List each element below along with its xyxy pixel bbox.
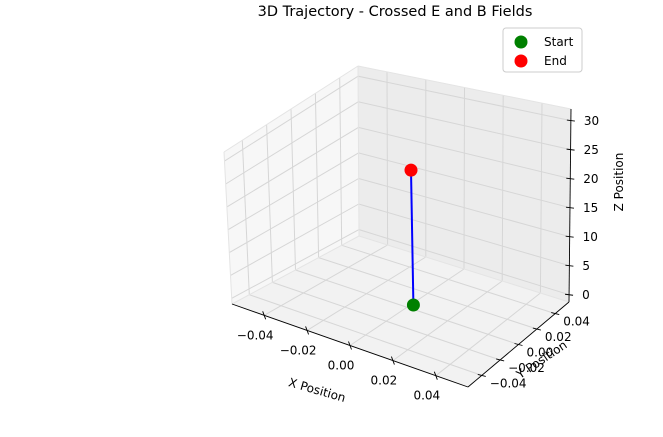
y-tick-label: −0.02 [508,361,545,375]
z-tick [565,264,574,267]
z-tick-label: 30 [584,114,599,128]
z-axis-line [568,108,572,303]
pane-edge [231,235,360,305]
z-tick [566,148,575,151]
x-tick-label: 0.04 [413,389,440,403]
z-tick-label: 10 [583,230,598,244]
legend-marker-end [514,54,528,68]
x-tick [305,326,310,335]
y-tick-label: 0.04 [563,315,590,329]
axis-ticks: −0.04−0.020.000.020.04−0.04−0.020.000.02… [237,114,599,403]
y-tick-label: 0.00 [527,346,554,360]
axis-edges [223,65,572,388]
chart-title: 3D Trajectory - Crossed E and B Fields [258,4,533,20]
x-tick-label: 0.00 [328,359,355,373]
pane-edge [223,65,359,153]
x-tick-label: 0.02 [371,374,398,388]
y-tick [514,343,523,346]
legend-marker-start [514,35,528,49]
trajectory-line [410,170,415,306]
legend: Start End [502,27,583,73]
z-axis-label: Z Position [612,153,626,212]
z-tick [565,235,574,238]
y-tick [551,312,560,316]
x-tick-label: −0.04 [237,328,274,342]
y-axis-label: Y Position [513,338,570,383]
y-tick-label: 0.02 [545,330,572,344]
legend-label-start: Start [544,35,574,49]
z-tick [566,119,575,122]
y-tick [532,327,541,331]
z-tick [565,206,575,209]
z-tick [565,293,574,296]
x-axis-label: X Position [287,375,347,405]
plot-series [404,163,420,312]
y-tick-label: −0.04 [490,376,527,390]
pane-edge [223,151,233,305]
y-tick [496,358,505,362]
z-tick-label: 0 [582,288,590,302]
x-tick [262,311,267,320]
pane-edge [358,235,570,303]
pane-edge [357,65,360,237]
start-marker [406,298,420,312]
axis-panes [224,66,571,387]
z-tick [566,177,575,180]
pane-edge [357,65,572,110]
y-tick [477,373,486,377]
x-tick [390,356,395,365]
z-tick-label: 15 [583,201,598,215]
z-tick-label: 25 [584,143,599,157]
x-tick-label: −0.02 [280,343,317,357]
end-marker [404,163,418,177]
legend-label-end: End [544,54,567,68]
z-tick-label: 20 [583,172,598,186]
x-tick [348,341,352,350]
x-tick [433,371,438,380]
z-tick-label: 5 [582,259,590,273]
left-pane [224,66,359,304]
